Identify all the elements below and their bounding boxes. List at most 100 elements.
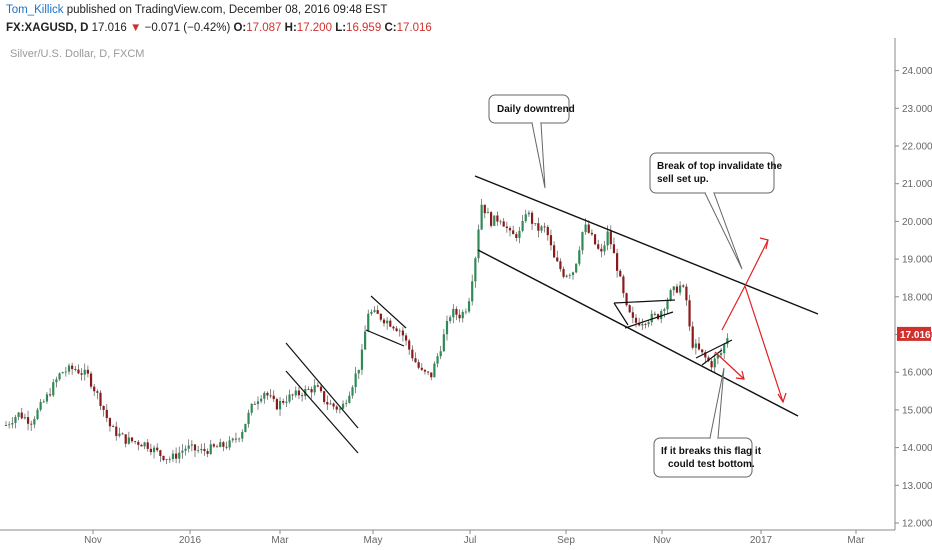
bear-flag-line[interactable]	[695, 339, 733, 359]
candle-body	[250, 403, 253, 413]
candle-body	[628, 305, 631, 313]
last-price-label: 17.016	[900, 330, 931, 341]
open-label: O:	[233, 22, 247, 34]
y-tick-label: 18.000	[902, 292, 932, 303]
last-value: 17.016	[91, 22, 127, 34]
candle-body	[42, 401, 45, 403]
candle-body	[234, 438, 238, 440]
candle-body	[203, 448, 206, 452]
callout-invalidate[interactable]: Break of top invalidate the sell set up.	[649, 152, 782, 270]
projection-arrows[interactable]	[714, 237, 787, 404]
candle-body	[477, 229, 480, 259]
callout-flag[interactable]: If it breaks this flag it could test bot…	[653, 367, 762, 478]
candle-body	[253, 403, 256, 405]
candle-body	[30, 423, 33, 425]
candle-body	[71, 365, 74, 370]
candle-body	[537, 223, 540, 231]
candle-body	[307, 389, 310, 390]
y-tick-label: 16.000	[902, 368, 932, 379]
low-label: L:	[335, 22, 347, 34]
candle-body	[319, 386, 323, 392]
high-value: 17.200	[296, 22, 332, 34]
candle-body	[379, 313, 382, 320]
flag2-bottom-line[interactable]	[365, 329, 405, 347]
candle-body	[288, 394, 291, 402]
candle-body	[562, 269, 565, 277]
candle-body	[17, 412, 20, 417]
down-arrow-icon: ▼	[130, 22, 142, 34]
candle-body	[612, 244, 616, 254]
candle-body	[565, 275, 568, 277]
y-axis[interactable]: 12.00013.00014.00015.00016.00017.00018.0…	[895, 66, 932, 530]
candle-body	[282, 400, 285, 403]
candle-body	[225, 446, 228, 448]
candle-body	[124, 434, 127, 444]
y-tick-label: 24.000	[902, 66, 932, 77]
candle-body	[411, 349, 414, 359]
candle-body	[653, 313, 656, 315]
candle-body	[461, 311, 464, 319]
callout-downtrend[interactable]: Daily downtrend	[488, 94, 575, 189]
callout-downtrend-text: Daily downtrend	[497, 104, 575, 115]
candle-body	[137, 441, 140, 445]
candle-body	[200, 448, 203, 451]
candle-body	[575, 263, 578, 273]
candle-body	[719, 353, 723, 356]
candle-body	[408, 340, 411, 350]
candle-body	[499, 221, 502, 223]
candle-body	[74, 369, 77, 370]
candle-body	[464, 311, 467, 313]
x-axis[interactable]: Nov 2016 Mar May Jul Sep Nov 2017 Mar	[84, 530, 865, 546]
candle-body	[39, 402, 42, 410]
triangle-left-line[interactable]	[613, 302, 629, 326]
candle-body	[285, 401, 288, 403]
flag2-top-line[interactable]	[370, 295, 407, 329]
flag1-top-line[interactable]	[285, 342, 359, 429]
candle-body	[241, 431, 244, 439]
triangle-bottom-line[interactable]	[624, 311, 674, 329]
candle-body	[433, 363, 436, 378]
candle-body	[395, 328, 398, 332]
candle-body	[603, 245, 606, 252]
x-tick-label: Jul	[464, 535, 477, 546]
candle-body	[105, 409, 108, 419]
candle-body	[11, 423, 14, 425]
flag1-bottom-line[interactable]	[285, 370, 359, 454]
candle-body	[590, 232, 593, 235]
candle-body	[335, 406, 338, 410]
candle-body	[93, 386, 96, 392]
channel-drawings[interactable]	[285, 175, 819, 454]
projection-flag-break-path[interactable]	[714, 351, 745, 380]
candle-body	[256, 401, 260, 405]
candle-body	[83, 369, 86, 375]
projection-up-path[interactable]	[721, 239, 769, 331]
candle-body	[64, 371, 67, 373]
candle-body	[332, 403, 335, 407]
candle-body	[597, 244, 600, 249]
candle-body	[650, 313, 653, 323]
author-link[interactable]: Tom_Killick	[6, 4, 64, 16]
candle-body	[439, 351, 442, 357]
candle-body	[8, 424, 11, 426]
channel-bottom-line[interactable]	[477, 249, 799, 417]
projection-down-path[interactable]	[744, 285, 784, 403]
candle-body	[238, 438, 241, 440]
candle-body	[370, 311, 373, 314]
candle-body	[61, 372, 64, 374]
bear-flag-line-2[interactable]	[701, 349, 723, 366]
candle-body	[430, 372, 433, 378]
x-tick-label: 2017	[750, 535, 773, 546]
triangle-top-line[interactable]	[613, 299, 676, 304]
candle-body	[55, 379, 58, 383]
x-tick-label: 2016	[179, 535, 202, 546]
candle-body	[502, 221, 505, 227]
candle-body	[67, 365, 71, 372]
candle-body	[263, 392, 266, 399]
candle-body	[669, 290, 672, 301]
candle-body	[505, 226, 508, 229]
x-tick-label: May	[364, 535, 383, 546]
channel-top-line[interactable]	[474, 175, 819, 315]
candle-body	[89, 373, 93, 387]
candle-body	[414, 358, 417, 363]
